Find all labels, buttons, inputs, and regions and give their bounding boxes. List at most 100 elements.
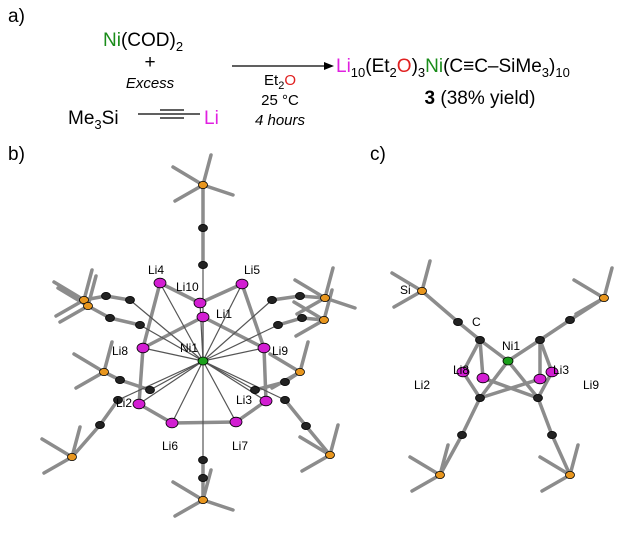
bond (201, 498, 235, 512)
atom-label: Li2 (116, 396, 132, 410)
panel-label: b) (8, 144, 25, 165)
atom (475, 393, 485, 402)
bond (602, 266, 614, 300)
atom (456, 366, 470, 378)
bond (137, 346, 145, 406)
bond (568, 443, 580, 477)
solvent: Et2O (264, 72, 296, 92)
product-part: 3 (418, 65, 425, 80)
atom (547, 430, 557, 439)
bond (298, 340, 310, 374)
bond (117, 360, 204, 401)
bond (295, 296, 327, 316)
atom (229, 416, 243, 428)
bond (201, 315, 266, 350)
atom (136, 342, 150, 354)
compound-number: 3 (425, 88, 436, 109)
atom (545, 366, 559, 378)
bond (572, 278, 606, 300)
atom (417, 286, 427, 295)
bond (40, 437, 74, 459)
bond (141, 315, 205, 350)
bond (438, 443, 450, 477)
atom-label: C (472, 315, 481, 329)
atom (457, 430, 467, 439)
atom (565, 315, 575, 324)
bond (300, 453, 332, 473)
product-part: 10 (555, 65, 569, 80)
product-part: (Et (365, 56, 390, 77)
bond (234, 399, 268, 424)
bond (202, 360, 237, 423)
atom-label: Si (400, 283, 411, 297)
atom (198, 455, 208, 464)
atom (105, 313, 115, 322)
solvent-part: 2 (278, 80, 284, 92)
bond (158, 281, 202, 305)
bond (202, 360, 256, 391)
bond (74, 370, 106, 390)
bond (149, 360, 204, 391)
bond (420, 259, 432, 293)
atom (475, 335, 485, 344)
bond (262, 346, 268, 403)
product-part: Ni (425, 56, 443, 77)
bond (410, 473, 442, 493)
bond (202, 299, 273, 362)
product-part: O (397, 56, 412, 77)
atom-label: Li9 (272, 344, 288, 358)
atom (99, 367, 109, 376)
atom (83, 301, 93, 310)
temperature: 25 °C (261, 92, 299, 109)
triple-bond (138, 109, 200, 119)
atom (165, 417, 179, 429)
bond (72, 352, 106, 374)
atom (196, 311, 210, 323)
atom (267, 295, 277, 304)
reagent-part: 2 (176, 39, 183, 54)
atom (533, 393, 543, 402)
alkyne-part: Si (102, 108, 119, 129)
bond (323, 266, 335, 300)
bond (173, 183, 205, 203)
bond (129, 299, 204, 362)
atom (565, 470, 575, 479)
bond (420, 289, 460, 324)
bond (52, 280, 86, 302)
reagent-part: (COD) (121, 30, 176, 51)
bond (268, 352, 302, 374)
bond (283, 398, 308, 428)
bond (202, 347, 265, 362)
atom (235, 278, 249, 290)
atom (535, 335, 545, 344)
atom (280, 395, 290, 404)
bond (540, 473, 572, 493)
atom (198, 180, 208, 189)
product: Li10(Et2O)3Ni(C≡C–SiMe3)10 (336, 56, 570, 80)
bond (42, 455, 74, 475)
atom (101, 291, 111, 300)
bond (478, 338, 510, 363)
bond (86, 274, 98, 308)
atom (153, 277, 167, 289)
atom (297, 313, 307, 322)
atom (79, 295, 89, 304)
bond (102, 340, 114, 374)
atom (259, 395, 273, 407)
atom (197, 356, 209, 366)
bond (82, 268, 94, 302)
bond (322, 288, 334, 322)
atom-label: Li7 (232, 439, 248, 453)
bond (171, 480, 205, 502)
bond (70, 425, 82, 459)
bond (294, 318, 326, 338)
atom-label: Li8 (453, 363, 469, 377)
alkyne-li: Li (204, 108, 219, 129)
atom (476, 372, 490, 384)
bond (390, 271, 424, 293)
bond (293, 278, 327, 300)
bond (171, 360, 204, 424)
atom (250, 385, 260, 394)
atom-label: Li3 (236, 393, 252, 407)
atom (125, 295, 135, 304)
